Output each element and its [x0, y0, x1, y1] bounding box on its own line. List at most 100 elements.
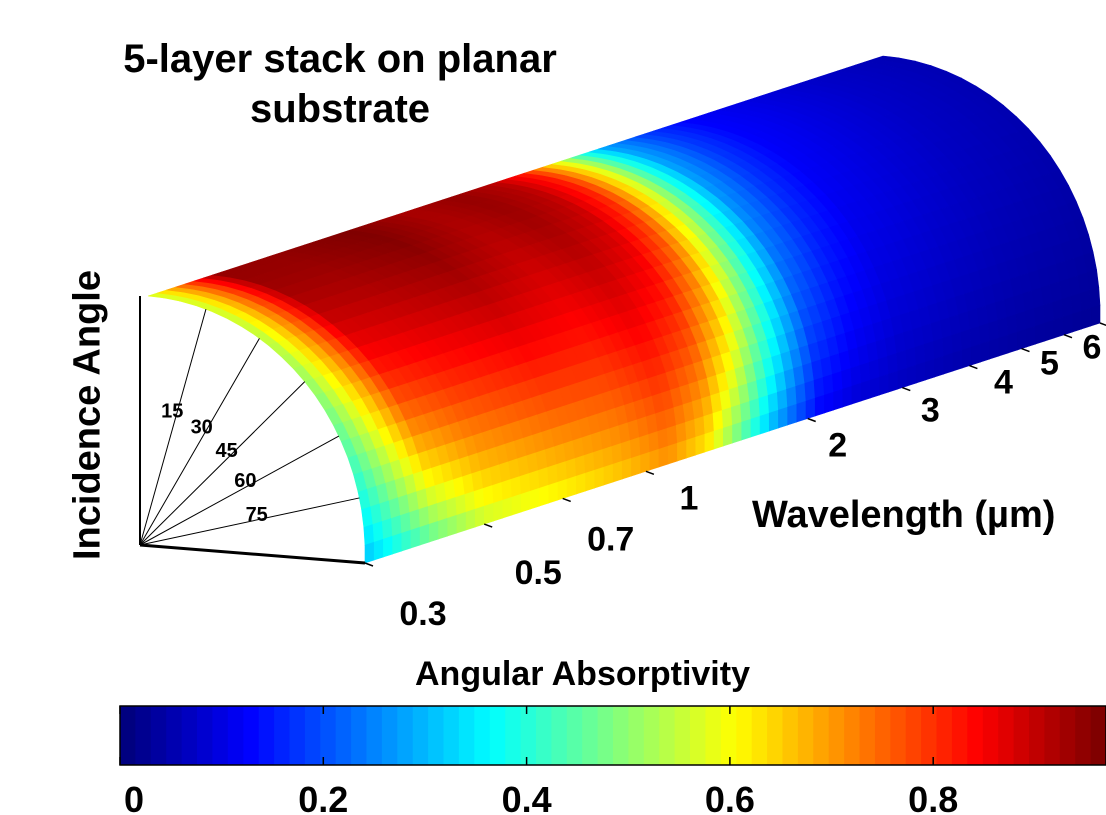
colorbar-segment [890, 706, 907, 765]
surface-cell [750, 415, 761, 438]
surface-cell [400, 511, 412, 534]
colorbar-segment [304, 706, 321, 765]
surface-cell [1053, 316, 1064, 339]
colorbar-segment [674, 706, 691, 765]
surface-cell [1061, 295, 1073, 318]
surface-cell [787, 403, 798, 426]
surface-cell [574, 454, 586, 477]
surface-cell [1070, 292, 1082, 315]
colorbar-segment [397, 706, 414, 765]
surface-cell [695, 433, 706, 456]
colorbar-segment [998, 706, 1015, 765]
surface-cell [969, 325, 981, 348]
surface-cell [833, 388, 844, 411]
surface-cell [786, 385, 798, 408]
surface-cell [602, 445, 614, 468]
surface-cell [565, 457, 577, 480]
surface-cell [502, 496, 513, 519]
surface-cell [492, 481, 504, 504]
colorbar-segment [782, 706, 799, 765]
surface-cell [383, 535, 393, 558]
colorbar-segment [736, 706, 753, 765]
surface-cell [594, 466, 605, 489]
x-tick-label: 0.3 [399, 595, 446, 633]
colorbar-segment [874, 706, 891, 765]
colorbar-segment [582, 706, 599, 765]
angle-spoke [139, 381, 306, 546]
surface-cell [538, 466, 550, 489]
surface-cell [1034, 304, 1046, 327]
surface-cell [557, 478, 568, 501]
colorbar-segment [828, 706, 845, 765]
surface-cell [456, 511, 467, 534]
surface-cell [914, 343, 926, 366]
x-tick [1063, 333, 1073, 339]
surface-cell [418, 505, 430, 528]
surface-cell [1006, 313, 1018, 336]
surface-cell [373, 538, 384, 561]
surface-cell [686, 436, 697, 459]
colorbar-tick-label: 0.8 [908, 779, 958, 815]
surface-cell [484, 502, 494, 525]
surface-cell [805, 397, 816, 420]
colorbar-segment [366, 706, 383, 765]
surface-cell [841, 367, 853, 390]
surface-cell [859, 361, 871, 384]
surface-cell [658, 445, 669, 468]
surface-cell [1035, 322, 1046, 345]
angle-tick-label: 30 [191, 416, 213, 438]
surface-cell [997, 316, 1009, 339]
colorbar-segment [120, 706, 136, 765]
surface-cell [583, 451, 596, 474]
x-tick [1021, 347, 1030, 353]
colorbar-tick-label: 0 [124, 779, 144, 815]
colorbar-frame [119, 705, 1106, 766]
colorbar-segment [1075, 706, 1092, 765]
surface-cell [712, 409, 724, 432]
colorbar-segment [505, 706, 522, 765]
surface-cell [943, 352, 954, 375]
surface-cell [1062, 313, 1073, 336]
angle-tick-label: 15 [161, 400, 183, 422]
surface-cell [603, 463, 614, 486]
surface-cell [824, 391, 834, 414]
x-tick-label: 0.5 [515, 554, 562, 592]
surface-cell [1080, 289, 1092, 312]
surface-cell [528, 469, 540, 492]
x-tick [483, 523, 493, 528]
colorbar-segment [905, 706, 922, 765]
surface-cell [796, 400, 807, 423]
surface-cell [510, 475, 522, 498]
surface-cell [585, 469, 596, 492]
x-tick [562, 497, 571, 503]
colorbar-segment [967, 706, 984, 765]
surface-cell [511, 493, 522, 516]
surface-cell [446, 496, 458, 519]
surface-cell [897, 367, 908, 390]
colorbar-segment [797, 706, 814, 765]
surface-cell [942, 334, 954, 357]
surface-cell [998, 334, 1009, 357]
surface-cell [887, 352, 899, 375]
angle-tick-label: 75 [246, 504, 268, 526]
surface-cell [960, 328, 972, 351]
surface-cell [952, 349, 963, 372]
surface-cell [860, 379, 871, 402]
colorbar-segment [643, 706, 660, 765]
colorbar-segment [951, 706, 968, 765]
surface-cell [639, 433, 651, 456]
colorbar-segment [412, 706, 429, 765]
x-tick-label: 1 [679, 479, 698, 517]
surface-cell [721, 406, 733, 429]
surface-cell [732, 421, 743, 444]
colorbar-segment [212, 706, 229, 765]
surface-cell [832, 370, 844, 393]
colorbar-segment [335, 706, 352, 765]
colorbar-segment [243, 706, 260, 765]
colorbar-segment [1044, 706, 1061, 765]
surface-cell [501, 478, 513, 501]
x-tick-label: 5 [1040, 345, 1059, 383]
surface-cell [759, 412, 770, 435]
colorbar-segment [320, 706, 337, 765]
colorbar-segment [628, 706, 645, 765]
